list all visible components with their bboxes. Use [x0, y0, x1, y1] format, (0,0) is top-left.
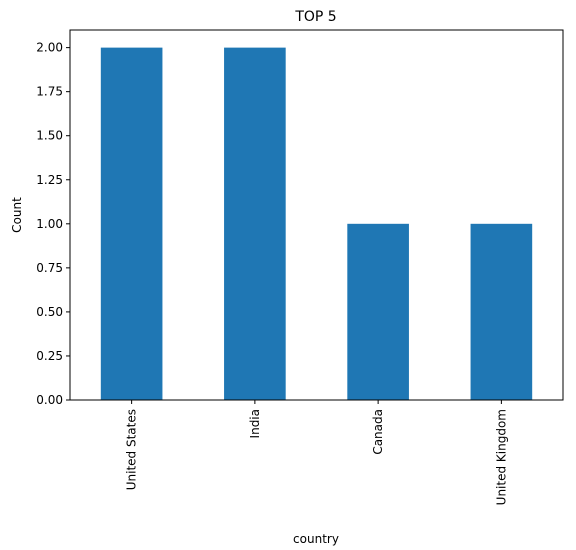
plot-frame: [69, 29, 564, 401]
x-tick-label: United States: [125, 409, 139, 490]
x-axis: United States India Canada United Kingdom: [125, 400, 508, 505]
y-tick-label: 1.75: [36, 85, 63, 99]
y-tick-label: 1.50: [36, 129, 63, 143]
bars-group: [100, 47, 533, 400]
bar-united-states: [100, 47, 163, 400]
y-tick-label: 0.75: [36, 261, 63, 275]
y-tick-label: 0.25: [36, 349, 63, 363]
x-tick-label: India: [248, 409, 262, 438]
y-tick-label: 1.00: [36, 217, 63, 231]
y-axis: 0.00 0.25 0.50 0.75 1.00 1.25 1.50 1.75 2.00: [36, 41, 70, 407]
y-tick-label: 0.00: [36, 393, 63, 407]
bar-india: [224, 47, 286, 400]
y-tick-label: 1.25: [36, 173, 63, 187]
x-tick-label: United Kingdom: [494, 409, 508, 505]
y-axis-label: Count: [10, 197, 24, 233]
y-tick-label: 2.00: [36, 41, 63, 55]
y-tick-label: 0.50: [36, 305, 63, 319]
x-tick-label: Canada: [371, 409, 385, 455]
bar-united-kingdom: [470, 223, 533, 400]
x-axis-label: country: [293, 532, 339, 546]
bar-canada: [347, 223, 409, 400]
chart-title: TOP 5: [294, 9, 336, 25]
